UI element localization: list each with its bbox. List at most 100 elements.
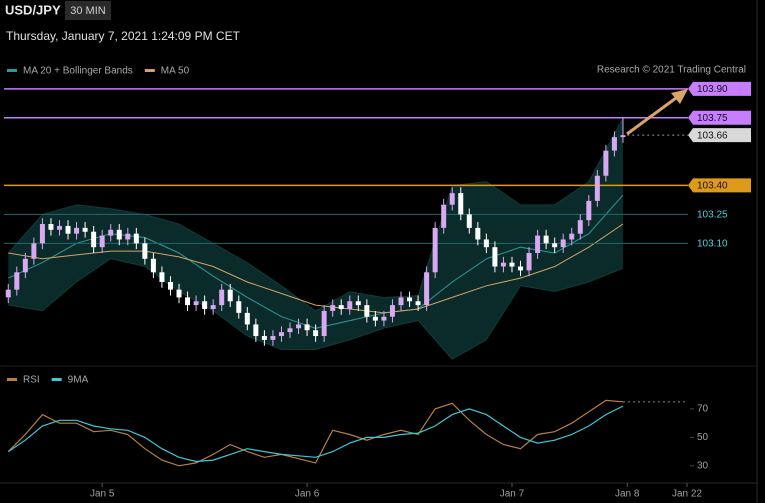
x-tick-label: Jan 7	[500, 489, 525, 500]
timestamp: Thursday, January 7, 2021 1:24:09 PM CET	[6, 29, 241, 43]
bollinger-band	[8, 117, 624, 360]
legend-label: 9MA	[68, 375, 89, 386]
candle-body	[185, 297, 191, 306]
candle-body	[91, 231, 97, 248]
candle-body	[99, 235, 105, 248]
candle-body	[159, 272, 165, 282]
candle-body	[48, 224, 54, 230]
candle-body	[330, 305, 336, 311]
level-label: 103.66	[697, 130, 728, 141]
level-label: 103.25	[697, 210, 728, 221]
legend-swatch	[7, 378, 17, 381]
candle-body	[424, 272, 430, 306]
indicator-line	[7, 405, 624, 463]
candle-body	[500, 262, 506, 267]
candle-body	[313, 330, 319, 337]
candle-body	[167, 281, 173, 290]
x-tick-label: Jan 8	[615, 489, 640, 500]
candle-body	[296, 324, 302, 329]
candle-body	[594, 175, 600, 201]
plot-layer: 103.90 103.75 103.66 103.40 103.25 103.10 Jan …	[4, 66, 751, 500]
candle-body	[543, 235, 549, 244]
candle-body	[304, 324, 310, 331]
interval-badge[interactable]	[65, 1, 111, 20]
candle-body	[347, 301, 353, 309]
candle-body	[483, 239, 489, 248]
candle-body	[133, 233, 139, 244]
level-label: 103.10	[697, 238, 728, 249]
arrow-shaft	[626, 96, 677, 136]
level-label: 103.75	[697, 113, 728, 124]
candle-body	[407, 297, 413, 302]
arrow-head	[671, 89, 688, 104]
candle-body	[415, 301, 421, 306]
candle-body	[22, 258, 28, 273]
candle-body	[176, 289, 182, 298]
candle-body	[287, 328, 293, 333]
level-label-box	[688, 81, 751, 96]
candle-body	[236, 301, 242, 313]
candle-body	[466, 214, 472, 228]
target-arrow	[626, 89, 688, 136]
candle-body	[321, 310, 327, 337]
candle-body	[586, 200, 592, 221]
x-tick-label: Jan 5	[90, 489, 115, 500]
legend-swatch	[144, 69, 155, 72]
candle-body	[244, 312, 250, 325]
level-label-box	[688, 178, 751, 193]
candle-body	[492, 247, 498, 267]
candle-body	[150, 258, 156, 273]
candle-body	[39, 224, 45, 244]
candle-body	[381, 316, 387, 321]
candle-body	[31, 243, 37, 259]
legend-label: RSI	[23, 375, 40, 386]
indicator-line	[7, 399, 624, 467]
candle-body	[14, 272, 20, 290]
interval[interactable]: 30 MIN	[70, 5, 106, 17]
legend-label: MA 50	[161, 66, 190, 77]
candle-body	[372, 316, 378, 321]
candle-body	[620, 135, 626, 138]
candle-body	[193, 301, 199, 306]
y-tick-label: 30	[697, 460, 709, 471]
legend-swatch	[7, 69, 17, 72]
candle-body	[227, 289, 233, 302]
ma-line	[8, 223, 624, 314]
candle-body	[261, 336, 267, 340]
candle-body	[270, 336, 276, 340]
candle-body	[108, 229, 114, 236]
x-tick-label: Jan 6	[295, 489, 320, 500]
symbol: USD/JPY	[5, 2, 61, 17]
candle-body	[432, 227, 438, 273]
level-label: 103.90	[697, 84, 728, 95]
candle-body	[441, 204, 447, 228]
candle-body	[355, 301, 361, 306]
candle-body	[535, 235, 541, 253]
candle-body	[389, 305, 395, 317]
candle-body	[475, 227, 481, 240]
candle-body	[210, 305, 216, 309]
candle-body	[577, 220, 583, 234]
legend-label: MA 20 + Bollinger Bands	[23, 66, 133, 77]
candle-body	[603, 150, 609, 176]
candle-body	[125, 233, 131, 240]
candle-body	[253, 324, 259, 337]
candle-body	[116, 229, 122, 240]
y-tick-label: 50	[697, 432, 709, 443]
candle-body	[611, 137, 617, 151]
candle-body	[398, 297, 404, 306]
candle-body	[449, 193, 455, 205]
x-tick-label: Jan 22	[672, 489, 702, 500]
level-label: 103.40	[697, 181, 728, 192]
candle-body	[219, 289, 225, 306]
y-tick-label: 70	[697, 404, 709, 415]
source: Research © 2021 Trading Central	[597, 65, 746, 76]
candle-body	[74, 227, 80, 234]
candle-body	[569, 233, 575, 240]
candle-body	[552, 243, 558, 248]
candle-body	[82, 227, 88, 232]
candle-body	[5, 289, 11, 298]
candle-body	[338, 305, 344, 309]
candle-body	[560, 239, 566, 248]
